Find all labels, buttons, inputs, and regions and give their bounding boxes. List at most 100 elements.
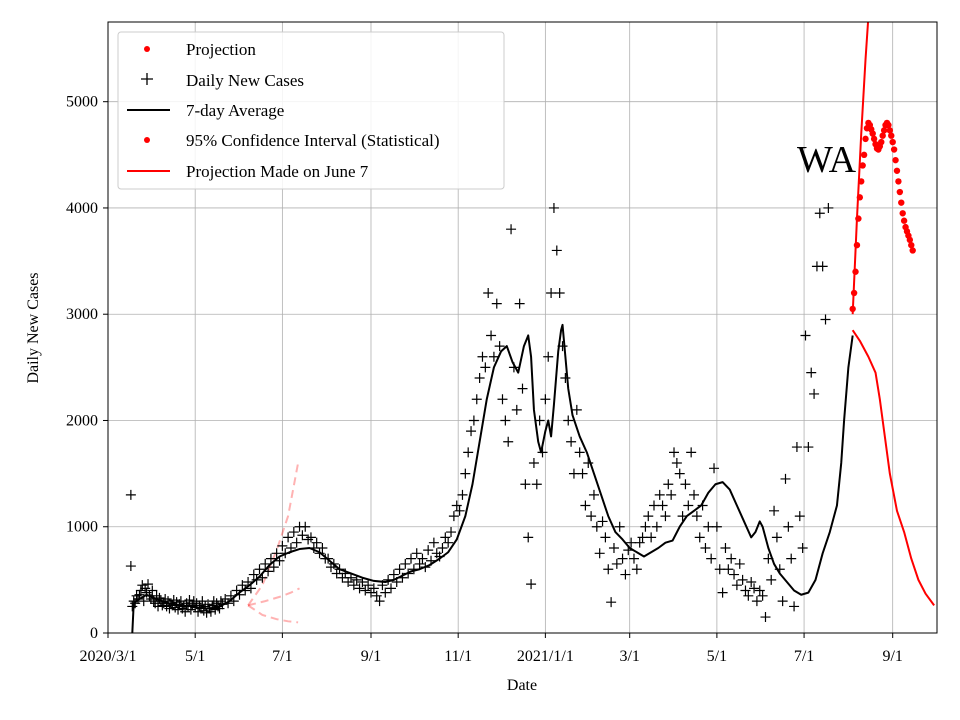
daily-case-marker <box>594 548 605 559</box>
projection-made-on-june-7-upper-line <box>851 22 870 315</box>
daily-case-marker <box>800 330 811 341</box>
projection-dot <box>889 138 896 146</box>
projection-dot <box>893 167 901 174</box>
daily-case-marker <box>737 574 748 585</box>
daily-case-marker <box>277 540 288 551</box>
daily-case-marker <box>626 537 637 548</box>
daily-case-marker <box>671 457 682 468</box>
daily-case-marker <box>348 580 359 591</box>
daily-case-marker <box>184 595 195 606</box>
daily-case-marker <box>611 558 622 569</box>
daily-case-marker <box>723 564 734 575</box>
daily-case-marker <box>597 516 608 527</box>
x-tick-label: 11/1 <box>444 648 472 665</box>
daily-case-marker <box>631 564 642 575</box>
projection-made-on-june-7-line <box>851 329 935 606</box>
projection-dot <box>896 188 904 196</box>
projection-dot <box>908 241 915 249</box>
daily-case-marker <box>486 330 497 341</box>
daily-case-marker <box>477 351 488 362</box>
projection-dot <box>900 217 908 224</box>
daily-case-marker <box>603 564 614 575</box>
daily-case-marker <box>491 298 502 309</box>
projection-dot <box>898 199 905 206</box>
daily-case-marker <box>125 489 136 500</box>
daily-case-marker <box>711 521 722 532</box>
daily-case-marker <box>654 489 665 500</box>
daily-case-marker <box>503 436 514 447</box>
daily-case-marker <box>147 585 158 596</box>
plot-area <box>125 22 935 633</box>
daily-case-marker <box>380 587 391 598</box>
projection-dot <box>850 289 858 297</box>
daily-case-marker <box>417 553 428 564</box>
legend-box <box>117 31 505 190</box>
daily-case-marker <box>694 532 705 543</box>
projection-dot <box>858 178 865 185</box>
daily-case-marker <box>543 351 554 362</box>
projection-dot <box>870 135 878 143</box>
daily-case-marker <box>789 601 800 612</box>
daily-case-marker <box>197 596 208 607</box>
legend-label-confidence-interval: 95% Confidence Interval (Statistical) <box>186 131 440 150</box>
daily-case-marker <box>423 545 434 556</box>
daily-case-marker <box>646 532 657 543</box>
daily-case-marker <box>729 569 740 580</box>
daily-case-marker <box>511 404 522 415</box>
early-projection-lower <box>247 604 299 624</box>
x-tick-label: 5/1 <box>185 648 205 665</box>
daily-case-marker <box>766 574 777 585</box>
daily-case-marker <box>135 585 146 596</box>
projection-dot <box>906 236 914 244</box>
daily-case-marker <box>500 415 511 426</box>
projection-dot <box>899 210 906 217</box>
daily-case-marker <box>125 561 136 572</box>
legend-label-projection: Projection <box>186 40 256 59</box>
daily-case-marker <box>614 521 625 532</box>
daily-case-marker <box>354 583 365 594</box>
daily-case-marker <box>568 468 579 479</box>
daily-case-marker <box>754 585 765 596</box>
daily-case-marker <box>363 580 374 591</box>
daily-case-marker <box>143 579 154 590</box>
daily-case-marker <box>620 569 631 580</box>
daily-case-marker <box>591 521 602 532</box>
daily-case-marker <box>651 521 662 532</box>
daily-case-marker <box>248 569 259 580</box>
daily-case-marker <box>468 415 479 426</box>
daily-case-marker <box>446 527 457 538</box>
projection-dot <box>878 138 885 146</box>
daily-case-marker <box>577 468 588 479</box>
legend-marker-projection <box>144 46 150 52</box>
x-tick-label: 3/1 <box>619 648 639 665</box>
daily-case-marker <box>138 596 149 607</box>
series-lines <box>131 22 935 633</box>
daily-case-marker <box>548 202 559 213</box>
daily-case-marker <box>571 404 582 415</box>
daily-case-marker <box>771 532 782 543</box>
daily-case-marker <box>726 553 737 564</box>
daily-case-marker <box>660 511 671 522</box>
early-projection-upper <box>247 462 300 606</box>
projection-dot <box>885 121 892 129</box>
daily-case-marker <box>580 500 591 511</box>
daily-case-marker <box>731 580 742 591</box>
daily-case-marker <box>560 372 571 383</box>
daily-case-marker <box>440 532 451 543</box>
daily-case-marker <box>586 511 597 522</box>
daily-case-marker <box>757 590 768 601</box>
daily-case-marker <box>794 511 805 522</box>
daily-case-marker <box>751 596 762 607</box>
daily-case-marker <box>717 587 728 598</box>
daily-case-marker <box>153 601 164 612</box>
daily-case-marker <box>283 532 294 543</box>
daily-case-marker <box>406 553 417 564</box>
daily-case-marker <box>820 314 831 325</box>
x-tick-label: 7/1 <box>272 648 292 665</box>
projection-dot <box>859 162 866 169</box>
daily-case-marker <box>265 553 276 564</box>
x-tick-label: 5/1 <box>707 648 727 665</box>
daily-case-marker <box>574 447 585 458</box>
daily-case-marker <box>680 479 691 490</box>
daily-case-marker <box>474 372 485 383</box>
